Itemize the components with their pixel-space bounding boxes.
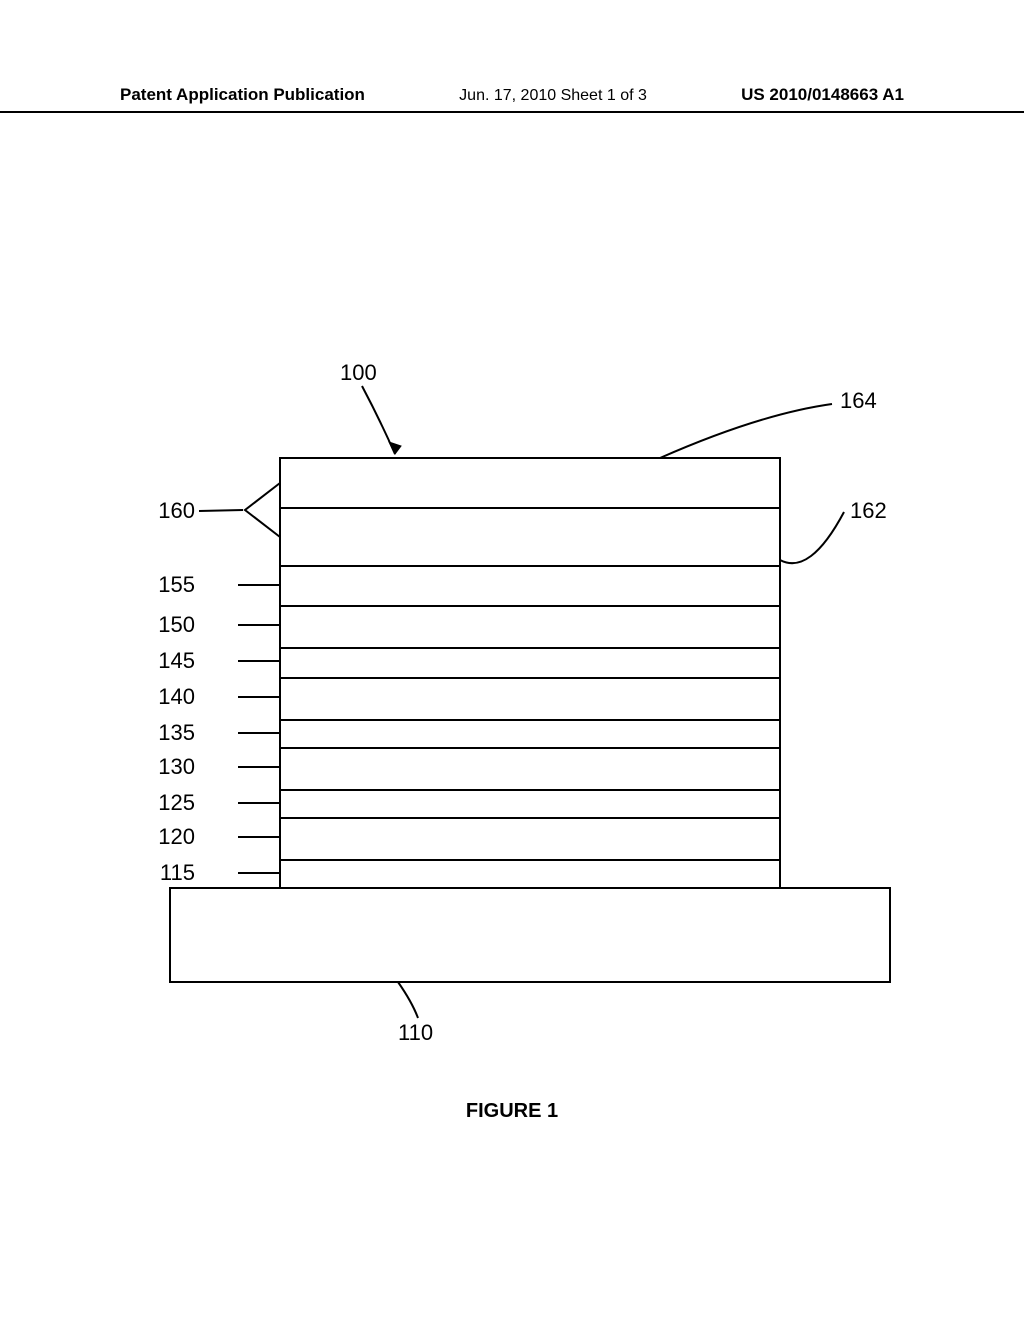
svg-text:155: 155 bbox=[158, 572, 195, 597]
svg-text:110: 110 bbox=[398, 1020, 433, 1045]
svg-text:162: 162 bbox=[850, 498, 887, 523]
svg-text:100: 100 bbox=[340, 360, 377, 385]
figure-caption: FIGURE 1 bbox=[0, 1100, 1024, 1123]
svg-text:125: 125 bbox=[158, 790, 195, 815]
svg-text:140: 140 bbox=[158, 684, 195, 709]
svg-text:160: 160 bbox=[158, 498, 195, 523]
header-right: US 2010/0148663 A1 bbox=[741, 85, 904, 105]
svg-text:130: 130 bbox=[158, 754, 195, 779]
svg-text:135: 135 bbox=[158, 720, 195, 745]
header-left: Patent Application Publication bbox=[120, 85, 365, 105]
svg-text:164: 164 bbox=[840, 388, 877, 413]
figure-1: 160 155 150 145 140 135 130 125 120 115 164 162 100 1… bbox=[0, 170, 1024, 1070]
svg-text:120: 120 bbox=[158, 824, 195, 849]
svg-text:150: 150 bbox=[158, 612, 195, 637]
page-header: Patent Application Publication Jun. 17, … bbox=[0, 85, 1024, 113]
svg-text:145: 145 bbox=[158, 648, 195, 673]
svg-text:115: 115 bbox=[160, 860, 195, 885]
header-center: Jun. 17, 2010 Sheet 1 of 3 bbox=[459, 87, 647, 105]
